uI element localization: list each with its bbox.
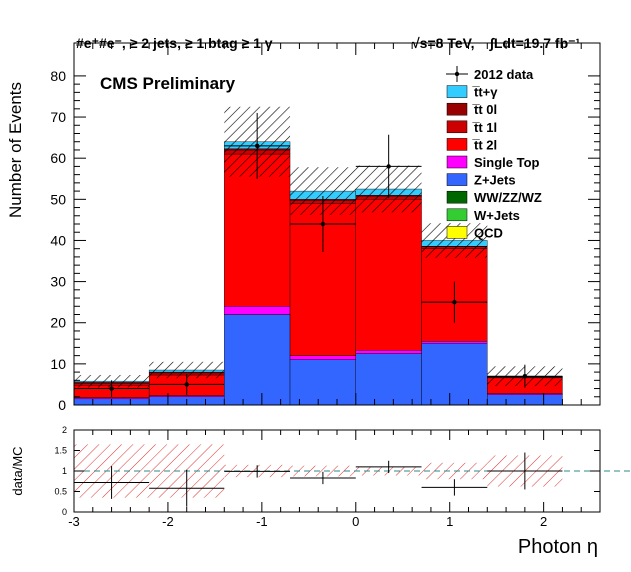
data-point-4: [355, 134, 422, 199]
data-points: [74, 112, 563, 397]
stack-bar-3-5: [421, 343, 488, 405]
ratio-point-6: [487, 452, 563, 490]
ratio-point-2: [224, 465, 291, 478]
legend-label-9: QCD: [474, 225, 503, 240]
data-point-5: [421, 281, 488, 323]
stack-bar-4-3: [289, 355, 356, 360]
y-axis-label: Number of Events: [6, 82, 25, 218]
ratio-y-tick-label-3: 1.5: [54, 446, 67, 456]
legend-entry-1: t̅t+γ: [446, 85, 498, 100]
y-tick-label-4: 40: [50, 232, 66, 248]
ratio-point-0: [74, 466, 150, 499]
main-axes: 0 10 20 30 40 50 60 70 80: [50, 43, 601, 413]
stack-bar-5-2: [224, 153, 291, 307]
ratio-y-tick-label-0: 0: [62, 507, 67, 517]
ratio-point-4: [355, 460, 422, 474]
x-tick-label-5: 2: [540, 514, 547, 529]
ratio-panel: 0 0.5 1 1.5 2 -3 -2 -1 0 1 2 data/MC Photon η: [10, 425, 631, 558]
legend: 2012 data t̅t+γ t̅t 0l t̅t 1l t̅t 2l Single T…: [446, 66, 542, 240]
legend-entry-7: WW/ZZ/WZ: [446, 190, 542, 205]
ratio-y-axis-label: data/MC: [10, 446, 25, 495]
mc-uncertainty-1: [149, 361, 225, 379]
legend-label-8: W+Jets: [474, 208, 520, 223]
stack-bar-4-4: [355, 350, 422, 354]
ratio-y-tick-label-2: 1: [62, 466, 67, 476]
stack-bar-3-4: [355, 353, 422, 405]
stack-bar-5-4: [355, 199, 422, 351]
data-point-0: [74, 380, 150, 397]
legend-label-2: t̅t 0l: [472, 102, 497, 117]
legend-label-0: 2012 data: [474, 67, 534, 82]
y-tick-label-2: 20: [50, 315, 66, 331]
ratio-points: [74, 452, 563, 507]
main-histogram: 0 10 20 30 40 50 60 70 80 CMS Preliminary 2012 d…: [6, 42, 601, 413]
ratio-y-tick-label-4: 2: [62, 425, 67, 435]
y-tick-label-0: 0: [58, 397, 66, 413]
y-tick-label-8: 80: [50, 68, 66, 84]
stack-bar-3-2: [224, 314, 291, 405]
ratio-band-3: [290, 465, 356, 477]
x-axis-label: Photon η: [518, 536, 598, 558]
data-point-3: [290, 196, 356, 252]
legend-entry-8: W+Jets: [446, 208, 520, 223]
stack-bar-4-2: [224, 306, 291, 315]
legend-label-5: Single Top: [474, 155, 540, 170]
ratio-y-tick-label-1: 0.5: [54, 487, 67, 497]
legend-label-7: WW/ZZ/WZ: [474, 190, 542, 205]
ratio-point-5: [421, 479, 488, 496]
x-tick-label-4: 1: [446, 514, 453, 529]
legend-entry-0: 2012 data: [446, 66, 534, 82]
stack-bar-4-5: [421, 341, 488, 344]
data-point-2: [224, 112, 291, 179]
stack-bar-3-3: [289, 359, 356, 405]
legend-label-4: t̅t 2l: [472, 137, 497, 152]
y-tick-label-7: 70: [50, 109, 66, 125]
legend-entry-3: t̅t 1l: [446, 120, 497, 135]
data-point-1: [149, 374, 225, 395]
legend-entry-6: Z+Jets: [446, 173, 516, 188]
cms-preliminary-label: CMS Preliminary: [100, 74, 236, 93]
x-tick-label-2: -1: [256, 514, 268, 529]
legend-label-3: t̅t 1l: [472, 120, 497, 135]
y-tick-label-5: 50: [50, 191, 66, 207]
legend-label-1: t̅t+γ: [472, 85, 498, 100]
ratio-axes: 0 0.5 1 1.5 2 -3 -2 -1 0 1 2: [54, 425, 601, 529]
y-tick-label-6: 60: [50, 150, 66, 166]
y-tick-label-1: 10: [50, 356, 66, 372]
legend-entry-5: Single Top: [446, 155, 540, 170]
legend-entry-2: t̅t 0l: [446, 102, 497, 117]
legend-entry-9: QCD: [446, 225, 503, 240]
y-tick-label-3: 30: [50, 274, 66, 290]
x-tick-label-1: -2: [162, 514, 174, 529]
ratio-point-3: [290, 471, 356, 485]
ratio-point-1: [149, 469, 225, 507]
data-point-6: [487, 364, 563, 388]
legend-label-6: Z+Jets: [474, 173, 516, 188]
legend-entry-4: t̅t 2l: [446, 137, 497, 152]
x-tick-label-3: 0: [352, 514, 359, 529]
x-tick-label-0: -3: [68, 514, 80, 529]
